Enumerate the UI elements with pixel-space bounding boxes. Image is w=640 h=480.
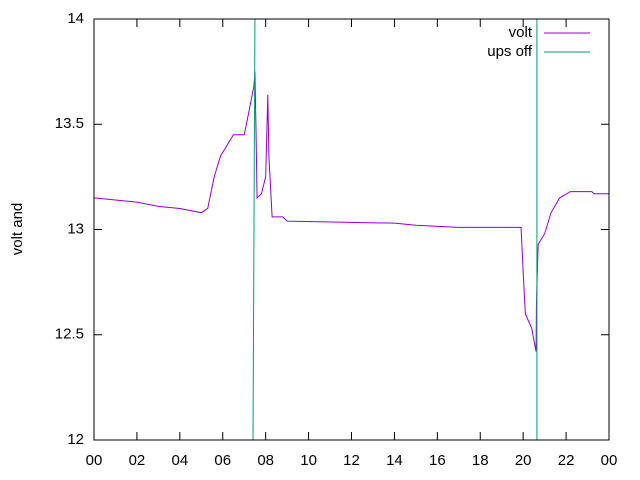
plot-border: [93, 18, 610, 441]
legend-label: ups off: [487, 43, 533, 60]
line-series: [93, 71, 609, 352]
x-tick-label: 16: [429, 452, 446, 469]
x-tick-label: 10: [300, 452, 317, 469]
x-tick-label: 00: [601, 452, 618, 469]
x-tick-label: 08: [257, 452, 274, 469]
line-series: [252, 18, 538, 441]
x-tick-label: 00: [86, 452, 103, 469]
y-tick-label: 14: [67, 10, 84, 27]
y-tick-label: 13.5: [55, 115, 84, 132]
y-tick-label: 12.5: [55, 326, 84, 343]
y-tick-label: 12: [67, 431, 84, 448]
x-tick-label: 04: [171, 452, 188, 469]
x-tick-label: 14: [386, 452, 403, 469]
x-tick-label: 02: [129, 452, 146, 469]
x-tick-label: 06: [214, 452, 231, 469]
x-tick-label: 12: [343, 452, 360, 469]
y-axis-label: volt and: [9, 203, 26, 256]
y-tick-label: 13: [67, 220, 84, 237]
legend-label: volt: [509, 24, 533, 41]
x-tick-label: 22: [558, 452, 575, 469]
x-tick-label: 18: [472, 452, 489, 469]
x-tick-label: 20: [515, 452, 532, 469]
